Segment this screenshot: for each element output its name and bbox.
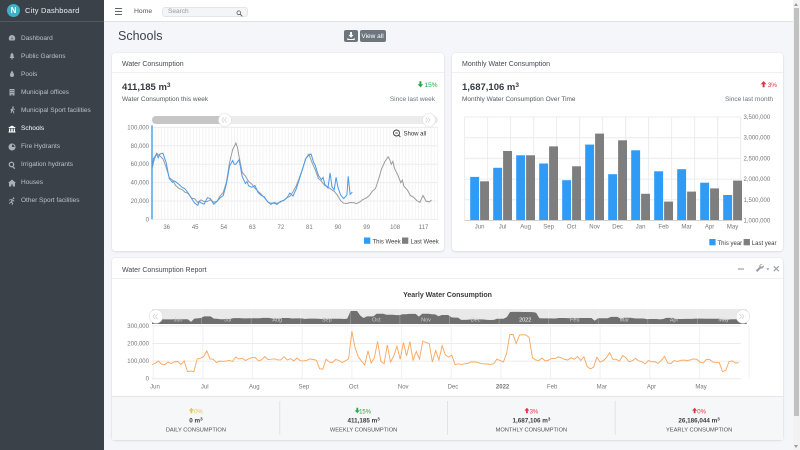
svg-text:Jul: Jul	[224, 318, 231, 324]
svg-text:200,000: 200,000	[127, 342, 149, 348]
svg-text:Monthly Water Consumption Over: Monthly Water Consumption Over Time	[462, 96, 576, 103]
svg-text:May: May	[718, 318, 729, 324]
svg-text:40,000: 40,000	[131, 181, 150, 187]
svg-text:Since last week: Since last week	[390, 96, 436, 103]
svg-text:3,000,000: 3,000,000	[744, 136, 771, 142]
svg-text:Sep: Sep	[322, 318, 332, 324]
svg-text:54: 54	[220, 225, 227, 231]
svg-text:1,687,106 m3: 1,687,106 m3	[462, 82, 519, 93]
svg-text:15%: 15%	[425, 82, 438, 89]
svg-text:Mar: Mar	[597, 385, 607, 391]
svg-text:Jun: Jun	[174, 318, 183, 324]
svg-text:2022: 2022	[519, 318, 531, 324]
svg-text:Sep: Sep	[299, 385, 310, 391]
svg-text:Feb: Feb	[658, 225, 669, 231]
svg-text:WEEKLY CONSUMPTION: WEEKLY CONSUMPTION	[330, 428, 397, 434]
svg-text:Nov: Nov	[589, 225, 600, 231]
svg-text:Dec: Dec	[471, 318, 481, 324]
svg-text:Sep: Sep	[543, 225, 554, 231]
svg-text:90: 90	[335, 225, 342, 231]
svg-text:May: May	[727, 225, 738, 231]
svg-text:20,000: 20,000	[131, 199, 150, 205]
svg-text:Water Consumption this week: Water Consumption this week	[122, 96, 209, 103]
svg-text:3%: 3%	[530, 409, 539, 415]
svg-text:Oct: Oct	[372, 318, 381, 324]
svg-text:0: 0	[146, 377, 150, 383]
svg-text:Mar: Mar	[681, 225, 691, 231]
svg-text:72: 72	[278, 225, 285, 231]
svg-text:300,000: 300,000	[127, 324, 149, 330]
svg-text:Mar: Mar	[620, 318, 630, 324]
svg-text:2,000,000: 2,000,000	[744, 177, 771, 183]
svg-text:Feb: Feb	[570, 318, 579, 324]
svg-text:80,000: 80,000	[131, 144, 150, 150]
svg-text:Feb: Feb	[547, 385, 558, 391]
svg-text:15%: 15%	[359, 409, 372, 415]
svg-text:Jul: Jul	[201, 385, 209, 391]
svg-text:Jan: Jan	[636, 225, 646, 231]
svg-text:411,185 m3: 411,185 m3	[347, 417, 380, 425]
svg-text:60,000: 60,000	[131, 162, 150, 168]
svg-text:YEARLY CONSUMPTION: YEARLY CONSUMPTION	[666, 428, 732, 434]
svg-text:Yearly Water Consumption: Yearly Water Consumption	[403, 292, 492, 299]
svg-text:2,500,000: 2,500,000	[744, 156, 771, 162]
svg-text:1,000,000: 1,000,000	[744, 219, 771, 225]
svg-text:63: 63	[249, 225, 256, 231]
svg-text:May: May	[695, 385, 706, 391]
svg-text:DAILY CONSUMPTION: DAILY CONSUMPTION	[166, 428, 226, 434]
svg-text:This Week: This Week	[373, 240, 402, 246]
svg-text:Aug: Aug	[520, 225, 531, 231]
svg-text:MONTHLY CONSUMPTION: MONTHLY CONSUMPTION	[496, 428, 568, 434]
svg-text:Nov: Nov	[421, 318, 431, 324]
svg-text:45: 45	[192, 225, 199, 231]
svg-text:100,000: 100,000	[127, 359, 149, 365]
svg-text:Dec: Dec	[448, 385, 459, 391]
svg-text:1,687,106 m3: 1,687,106 m3	[512, 417, 550, 425]
svg-text:36: 36	[163, 225, 170, 231]
svg-text:0%: 0%	[697, 409, 706, 415]
svg-text:Apr: Apr	[670, 318, 679, 324]
svg-text:Monthly Water Consumption: Monthly Water Consumption	[462, 61, 550, 68]
svg-text:0 m3: 0 m3	[189, 417, 203, 425]
svg-text:1,500,000: 1,500,000	[744, 198, 771, 204]
svg-text:3,500,000: 3,500,000	[744, 115, 771, 121]
svg-text:99: 99	[363, 225, 370, 231]
svg-text:Last Week: Last Week	[411, 240, 440, 246]
svg-text:Jun: Jun	[475, 225, 485, 231]
svg-text:0%: 0%	[194, 409, 203, 415]
svg-text:Apr: Apr	[647, 385, 656, 391]
svg-text:26,186,044 m3: 26,186,044 m3	[678, 417, 720, 425]
svg-text:Nov: Nov	[398, 385, 409, 391]
svg-text:Dec: Dec	[612, 225, 623, 231]
svg-text:3%: 3%	[768, 82, 778, 89]
svg-text:Oct: Oct	[567, 225, 577, 231]
svg-text:Show all: Show all	[404, 132, 427, 138]
svg-text:2022: 2022	[496, 385, 510, 391]
svg-text:Water Consumption: Water Consumption	[122, 61, 184, 68]
svg-text:Water Consumption Report: Water Consumption Report	[122, 267, 207, 274]
svg-text:Aug: Aug	[272, 318, 282, 324]
svg-text:411,185 m3: 411,185 m3	[122, 82, 171, 93]
svg-text:108: 108	[390, 225, 401, 231]
svg-text:Apr: Apr	[705, 225, 714, 231]
svg-text:Jul: Jul	[499, 225, 507, 231]
svg-text:Jun: Jun	[150, 385, 160, 391]
svg-text:81: 81	[306, 225, 313, 231]
svg-text:117: 117	[419, 225, 429, 231]
svg-text:Aug: Aug	[249, 385, 260, 391]
svg-text:Oct: Oct	[349, 385, 359, 391]
svg-text:This year: This year	[718, 241, 743, 247]
svg-text:Last year: Last year	[752, 241, 777, 247]
svg-text:100,000: 100,000	[127, 125, 149, 131]
svg-text:Since last month: Since last month	[725, 96, 773, 103]
svg-text:0: 0	[146, 217, 150, 223]
